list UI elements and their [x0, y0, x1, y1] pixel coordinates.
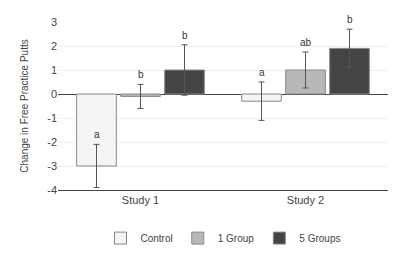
svg-text:Study 2: Study 2 — [287, 194, 324, 206]
svg-text:a: a — [94, 129, 100, 140]
svg-text:-1: -1 — [47, 112, 57, 124]
svg-text:ab: ab — [300, 37, 312, 48]
svg-text:a: a — [259, 67, 265, 78]
svg-text:5 Groups: 5 Groups — [299, 233, 340, 244]
svg-text:2: 2 — [51, 40, 57, 52]
svg-text:1: 1 — [51, 64, 57, 76]
svg-text:3: 3 — [51, 16, 57, 28]
svg-text:Change in Free Practice Putts: Change in Free Practice Putts — [19, 39, 30, 172]
svg-text:-4: -4 — [47, 184, 57, 196]
svg-text:-3: -3 — [47, 160, 57, 172]
svg-text:0: 0 — [51, 88, 57, 100]
svg-text:b: b — [347, 14, 353, 25]
svg-text:b: b — [138, 69, 144, 80]
svg-text:1 Group: 1 Group — [218, 233, 255, 244]
svg-text:b: b — [182, 30, 188, 41]
svg-text:Study 1: Study 1 — [122, 194, 159, 206]
svg-text:Control: Control — [141, 233, 173, 244]
svg-text:-2: -2 — [47, 136, 57, 148]
